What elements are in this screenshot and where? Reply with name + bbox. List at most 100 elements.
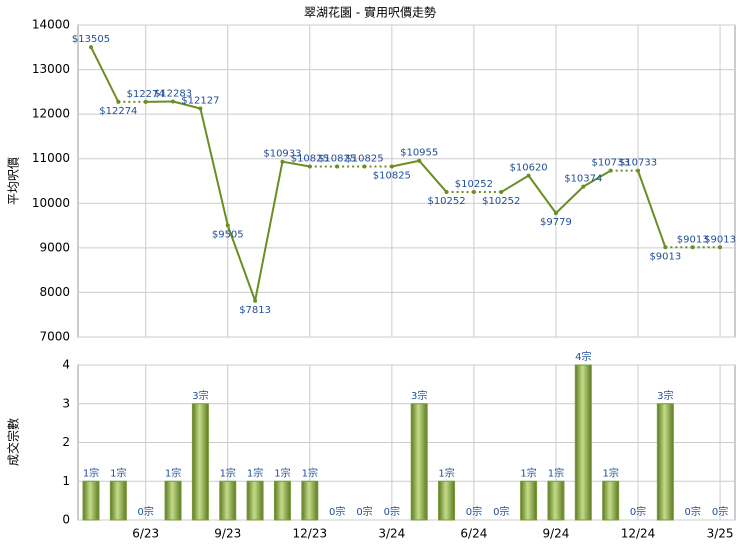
- value-label: 0宗: [493, 505, 509, 518]
- y-tick-label: 1: [62, 474, 70, 488]
- y-tick-label: 8000: [39, 285, 70, 299]
- value-label: 0宗: [685, 505, 701, 518]
- value-label: $12274: [127, 89, 165, 100]
- point: [499, 190, 504, 195]
- value-label: $10825: [318, 154, 356, 165]
- line-segment: [637, 170, 667, 248]
- y-tick-label: 4: [62, 358, 70, 372]
- x-tick-label: 6/23: [132, 527, 159, 541]
- value-label: $12274: [99, 106, 137, 117]
- value-label: $10955: [400, 148, 438, 159]
- point: [253, 298, 258, 303]
- point: [225, 223, 230, 228]
- plot-area: [77, 24, 736, 338]
- value-label: 1宗: [302, 466, 318, 479]
- value-label: 1宗: [247, 466, 263, 479]
- value-label: $10733: [619, 158, 657, 169]
- x-tick-label: 3/25: [707, 527, 734, 541]
- value-label: 1宗: [520, 466, 536, 479]
- value-label: 4宗: [575, 350, 591, 363]
- bar: [191, 403, 209, 521]
- value-label: 1宗: [83, 466, 99, 479]
- y-tick-label: 10000: [32, 196, 70, 210]
- bar: [164, 480, 182, 521]
- value-label: 0宗: [329, 505, 345, 518]
- x-tick-label: 9/23: [214, 527, 241, 541]
- value-label: $10733: [592, 158, 630, 169]
- value-label: 1宗: [110, 466, 126, 479]
- bar: [520, 480, 538, 521]
- x-tick-label: 12/23: [293, 527, 328, 541]
- value-label: 1宗: [165, 466, 181, 479]
- point: [690, 245, 695, 250]
- value-label: $12283: [154, 89, 192, 100]
- line-segment: [282, 160, 310, 168]
- bar: [547, 480, 565, 521]
- point: [553, 211, 558, 216]
- line-segment: [172, 100, 201, 110]
- value-label: $9779: [540, 217, 572, 228]
- value-label: $10825: [291, 154, 329, 165]
- line-segment: [254, 161, 284, 301]
- x-tick-label: 6/24: [460, 527, 487, 541]
- bar: [246, 480, 264, 521]
- bar: [82, 480, 100, 521]
- bar: [273, 480, 291, 521]
- point: [471, 190, 476, 195]
- point: [718, 245, 723, 250]
- value-label: 0宗: [356, 505, 372, 518]
- chart-title: 翠湖花園 - 實用呎價走勢: [304, 5, 436, 20]
- value-label: 0宗: [138, 505, 154, 518]
- line-segment: [582, 169, 612, 188]
- y-tick-label: 0: [62, 513, 70, 527]
- y-tick-label: 7000: [39, 330, 70, 344]
- x-tick-label: 3/24: [378, 527, 405, 541]
- point: [280, 159, 285, 164]
- line-segment: [500, 174, 530, 193]
- y-tick-label: 9000: [39, 240, 70, 254]
- point: [116, 99, 121, 104]
- bar: [109, 480, 127, 521]
- value-label: 1宗: [220, 466, 236, 479]
- value-label: $13505: [72, 34, 110, 45]
- y-tick-label: 14000: [32, 18, 70, 32]
- point: [362, 164, 367, 169]
- point: [444, 190, 449, 195]
- value-label: $10252: [482, 196, 520, 207]
- point: [663, 245, 668, 250]
- y-tick-label: 2: [62, 435, 70, 449]
- line-segment: [391, 159, 420, 168]
- value-label: $9013: [677, 234, 709, 245]
- x-tick-label: 9/24: [542, 527, 569, 541]
- value-label: 1宗: [602, 466, 618, 479]
- value-label: 0宗: [630, 505, 646, 518]
- line-segment: [555, 185, 584, 214]
- y-tick-label: 11000: [32, 151, 70, 165]
- y-axis-title: 成交宗數: [6, 418, 21, 466]
- point: [636, 168, 640, 173]
- bar: [656, 403, 674, 521]
- line-segment: [199, 108, 229, 226]
- point: [581, 184, 586, 189]
- value-label: $10374: [564, 174, 602, 185]
- value-label: $10825: [373, 171, 411, 182]
- point: [89, 45, 93, 50]
- value-label: 0宗: [466, 505, 482, 518]
- point: [143, 99, 148, 104]
- value-label: $12127: [181, 95, 219, 106]
- value-label: $10620: [510, 163, 548, 174]
- value-label: $10252: [455, 179, 493, 190]
- value-label: 0宗: [712, 505, 728, 518]
- point: [335, 164, 340, 169]
- x-tick-label: 12/24: [621, 527, 656, 541]
- bar: [301, 480, 319, 521]
- value-label: $9013: [649, 251, 681, 262]
- bar: [219, 480, 237, 521]
- y-tick-label: 13000: [32, 62, 70, 76]
- bar: [602, 480, 620, 521]
- bar: [574, 364, 592, 521]
- bar: [410, 403, 428, 521]
- value-label: 3宗: [192, 389, 208, 402]
- line-segment: [226, 225, 257, 302]
